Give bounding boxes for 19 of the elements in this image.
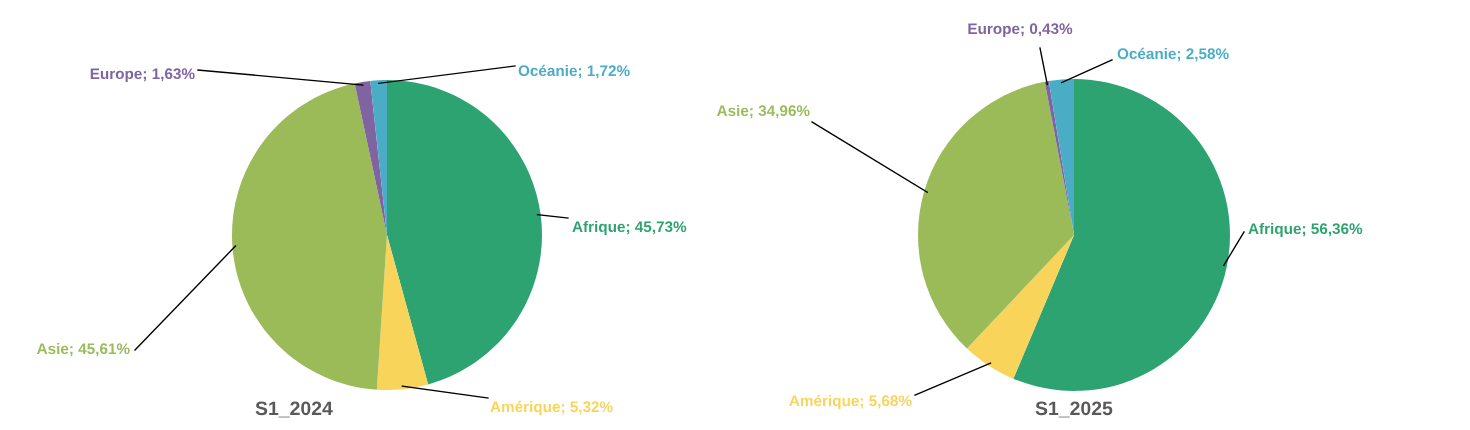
- pie-slice: [966, 235, 1074, 379]
- slice-label: Amérique; 5,32%: [490, 400, 613, 416]
- slice-label: Afrique; 56,36%: [1248, 222, 1363, 238]
- text: S1_2024: [255, 401, 333, 418]
- pie-slice: [387, 80, 542, 385]
- slice-label: Europe; 1,63%: [90, 68, 195, 83]
- pie-slice: [232, 83, 387, 390]
- pie-slice: [354, 80, 387, 235]
- slice-label: Océanie; 2,58%: [1117, 47, 1229, 62]
- slice-label: Europe; 0,43%: [968, 23, 1073, 38]
- pie-slice: [376, 235, 429, 390]
- slice-label: Amérique; 5,68%: [789, 394, 912, 410]
- pie-slice: [918, 81, 1074, 349]
- text: S1_2025: [1035, 401, 1113, 418]
- slice-label: Océanie; 1,72%: [518, 64, 630, 79]
- slice-label: Afrique; 45,73%: [572, 220, 687, 236]
- pie-slice: [1013, 79, 1230, 391]
- slice-label: Asie; 45,61%: [36, 342, 130, 357]
- slice-label: Asie; 34,96%: [716, 104, 810, 119]
